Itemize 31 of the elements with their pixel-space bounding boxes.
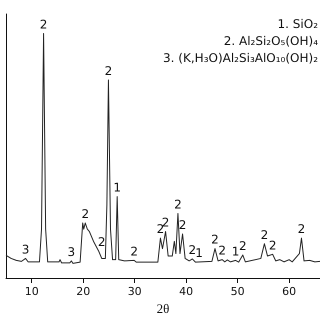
annotation: 2 [81, 207, 90, 221]
annotation: 2. Al₂Si₂O₅(OH)₄ [224, 34, 318, 48]
x-tick-label: 60 [282, 285, 296, 298]
annotation: 2 [298, 222, 306, 236]
annotation: 2 [211, 232, 219, 247]
annotation: 2 [188, 242, 196, 257]
annotation: 2 [268, 238, 276, 252]
x-tick-label: 10 [24, 285, 39, 298]
annotation: 3 [22, 242, 30, 256]
annotation: 2 [174, 197, 182, 212]
annotation: 2 [156, 222, 164, 236]
annotation: 2 [98, 235, 106, 250]
x-tick-label: 20 [76, 285, 90, 298]
x-axis-title: 2θ [156, 301, 170, 316]
annotation: 2 [218, 244, 226, 258]
annotation: 3. (K,H₃O)Al₂Si₃AlO₁₀(OH)₂ [163, 51, 318, 65]
x-tick-label: 40 [179, 285, 194, 298]
text: 1. SiO₂ [278, 17, 318, 31]
annotation: 2 [40, 18, 48, 32]
annotation: 2 [260, 228, 268, 242]
annotation: 2 [238, 239, 247, 254]
annotation: 1 [195, 246, 203, 260]
annotation: 1 [113, 180, 122, 195]
annotation: 2 [130, 244, 138, 258]
x-tick-label: 30 [128, 285, 142, 298]
annotation: 3 [68, 244, 76, 259]
x-tick-label: 50 [230, 285, 245, 298]
annotation: 2 [178, 218, 186, 232]
annotation: 2 [104, 64, 112, 78]
annotation: 1 [232, 244, 240, 258]
annotation: 2 [162, 216, 170, 230]
